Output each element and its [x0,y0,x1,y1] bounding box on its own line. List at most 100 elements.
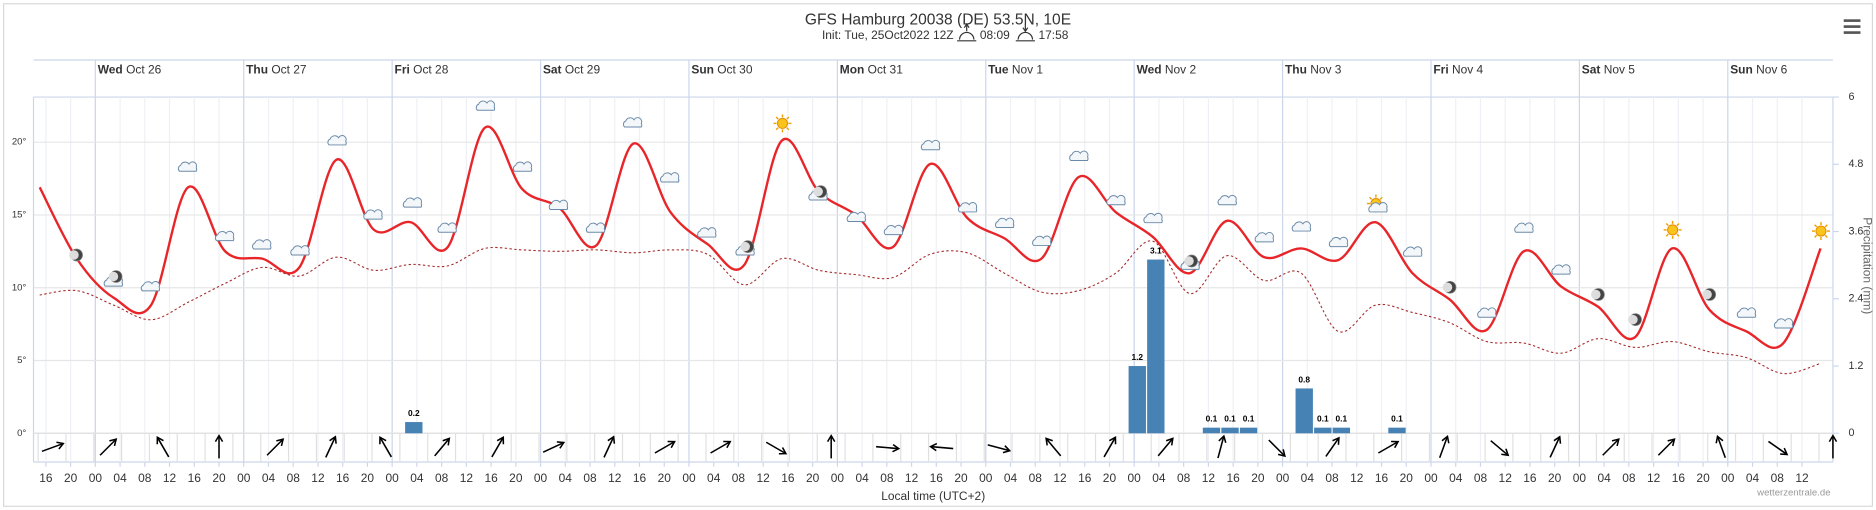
wind-arrow [929,442,954,452]
day-label: Fri Oct 28 [395,63,449,77]
cloud-icon [1477,307,1497,318]
day-date: Oct 30 [717,63,753,77]
moon-icon [108,270,123,283]
precip-label: 0.8 [1298,374,1310,384]
wind-head [329,435,337,444]
x-tick-label: 20 [658,471,672,485]
y-tick-label: 20° [12,137,27,148]
x-tick-label: 16 [1672,471,1686,485]
wind-shaft [1717,437,1727,459]
x-tick-label: 04 [410,471,424,485]
sun-disc [776,117,788,129]
x-axis-title: Local time (UTC+2) [881,489,985,503]
x-tick-label: 08 [583,471,597,485]
wind-shaft [1657,439,1675,456]
wind-shaft [1377,441,1398,454]
wind-arrow [876,443,901,453]
cloud-shape [512,161,533,172]
x-tick-label: 00 [979,471,993,485]
menu-button[interactable] [1843,19,1861,34]
precip-label: 1.2 [1131,352,1143,362]
wind-shaft [1438,437,1448,459]
day-label: Sun Nov 6 [1730,63,1787,77]
cloud-icon [1032,235,1052,246]
moon-icon [740,240,755,253]
x-tick-label: 04 [1004,471,1018,485]
cloud-shape [475,100,496,111]
y-tick-label: 5° [17,355,26,366]
day-label: Tue Nov 1 [988,63,1043,77]
wind-shaft [931,445,954,450]
sun-ray [1665,233,1669,237]
x-tick-label: 16 [188,471,202,485]
cloud-icon [1254,231,1274,243]
cloud-icon [327,135,347,146]
precip-label: 0.1 [1391,414,1403,424]
x-tick-label: 12 [311,471,325,485]
wind-arrow [603,435,616,458]
wind-shaft [491,437,504,458]
cloud-icon [995,217,1015,228]
cloud-shape [252,239,272,250]
wind-head [1218,434,1227,443]
x-tick-label: 16 [1375,471,1389,485]
cloud-icon [290,245,310,256]
wind-shaft [1490,440,1508,456]
cloud-icon [363,209,383,220]
cloud-icon [1291,221,1312,232]
chart-title: GFS Hamburg 20038 (DE) 53.5N, 10E [805,12,1071,29]
wind-head [929,442,938,452]
x-tick-label: 04 [113,471,127,485]
moon-icon [1628,313,1642,326]
wind-shaft [1602,439,1619,456]
sun-ray [775,116,779,120]
y2-axis-title: Precipitation (mm) [1860,217,1874,314]
day-date: Nov 3 [1310,63,1342,77]
day-name: Mon [840,63,865,77]
x-tick-label: 12 [608,471,622,485]
wind-arrow [1217,434,1227,459]
x-tick-label: 04 [707,471,721,485]
cloud-shape [1403,246,1423,257]
x-tick-label: 08 [1474,471,1488,485]
day-date: Oct 29 [565,63,601,77]
sun-ray [775,127,779,131]
wind-head [56,441,65,450]
sun-ray [1824,224,1828,228]
credit: wetterzentrale.de [1756,488,1830,499]
wind-arrow [41,441,65,453]
wind-shaft [99,439,116,456]
sun-ray [1369,196,1373,200]
precip-bar [1332,427,1351,434]
day-date: Nov 1 [1012,63,1044,77]
precip-bar [1202,427,1221,434]
wind-head [214,434,224,443]
wind-head [1611,438,1620,447]
y-tick-label: 10° [12,282,27,293]
x-tick-label: 00 [1128,471,1142,485]
cloud-shape [548,199,569,211]
y-tick-label: 0° [17,428,26,439]
wind-head [156,435,164,445]
day-date: Nov 6 [1756,63,1788,77]
wind-head [496,435,505,445]
x-tick-label: 20 [1400,471,1414,485]
cloud-shape [1736,307,1757,318]
wind-arrow [826,434,836,459]
cloud-shape [1143,212,1163,224]
cloud-icon [1106,194,1126,206]
precip-label: 0.1 [1336,414,1348,424]
day-label: Sun Oct 30 [691,63,752,77]
sun-disc [1667,224,1679,236]
wind-shaft [765,441,786,454]
x-tick-label: 20 [806,471,820,485]
cloud-icon [846,211,866,222]
moon-light [69,250,79,260]
x-tick-label: 20 [1548,471,1562,485]
x-tick-label: 04 [855,471,869,485]
precip-bar [405,422,423,434]
x-tick-label: 08 [287,471,301,485]
wind-shaft [157,437,170,458]
cloud-icon [585,222,606,233]
